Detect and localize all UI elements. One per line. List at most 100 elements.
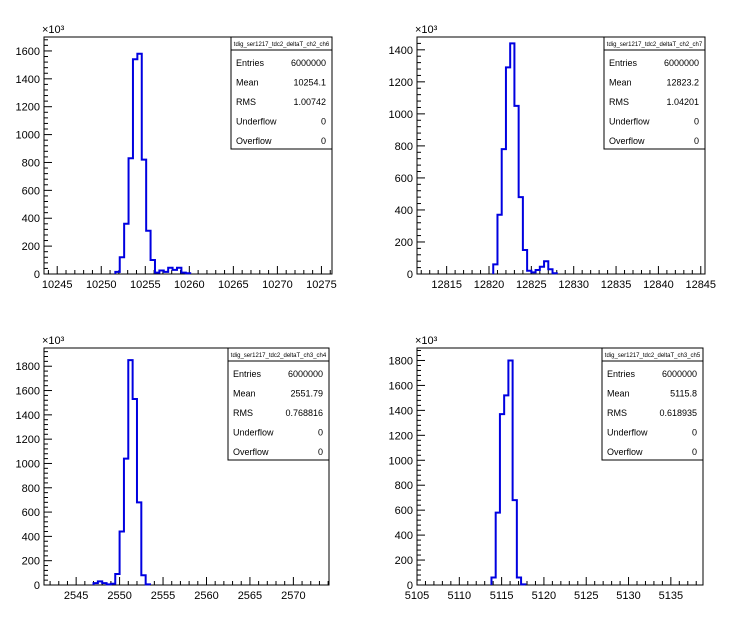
- x-tick-label: 10265: [218, 279, 249, 291]
- stats-value: 0: [694, 117, 699, 127]
- stats-box-frame: [603, 36, 706, 150]
- histogram-outline: [490, 359, 527, 586]
- y-tick-label: 1400: [389, 45, 413, 57]
- y-tick-label: 1000: [16, 130, 40, 142]
- stats-label: Underflow: [607, 428, 648, 438]
- x-tick-label: 2565: [238, 590, 262, 602]
- stats-label: RMS: [233, 408, 253, 418]
- plot-frame: [416, 347, 704, 586]
- stats-label: Underflow: [609, 117, 650, 127]
- x-tick-label: 10250: [86, 279, 117, 291]
- y-tick-label: 600: [22, 185, 40, 197]
- stats-value: 0: [692, 447, 697, 457]
- y-tick-label: 1200: [389, 430, 413, 442]
- x-tick-label: 12815: [431, 279, 462, 291]
- histogram-outline: [492, 42, 558, 275]
- stats-label: Mean: [236, 78, 259, 88]
- stats-box-frame: [227, 347, 330, 461]
- x-tick-label: 2545: [64, 590, 88, 602]
- stats-label: Overflow: [609, 136, 645, 146]
- y-tick-label: 600: [22, 507, 40, 519]
- axis-multiplier-label: ×10³: [415, 24, 438, 36]
- x-tick-label: 12825: [516, 279, 547, 291]
- y-tick-label: 200: [395, 237, 413, 249]
- histogram-panel-2: 0 200 400 600 800 1000 1200 1400 12815 12820 12825…: [389, 24, 717, 291]
- stats-box-title: tdig_ser1217_tdc2_deltaT_ch3_ch4: [231, 353, 327, 359]
- stats-value: 6000000: [664, 58, 699, 68]
- stats-value: 0: [318, 428, 323, 438]
- histogram-panel-4: 0 200 400 600 800 1000 1200 1400 1600 1800 5105 511…: [389, 335, 704, 602]
- stats-box-title: tdig_ser1217_tdc2_deltaT_ch3_ch5: [605, 353, 701, 359]
- stats-label: Entries: [609, 58, 638, 68]
- y-tick-label: 800: [395, 480, 413, 492]
- y-tick-label: 200: [22, 241, 40, 253]
- y-tick-label: 0: [34, 580, 40, 592]
- stats-value: 6000000: [291, 58, 326, 68]
- y-tick-label: 1200: [16, 434, 40, 446]
- stats-value: 0: [694, 136, 699, 146]
- y-tick-label: 1600: [16, 46, 40, 58]
- x-tick-label: 10275: [306, 279, 337, 291]
- stats-label: RMS: [236, 97, 256, 107]
- y-tick-label: 1600: [389, 380, 413, 392]
- y-tick-label: 1200: [16, 102, 40, 114]
- axis-multiplier-label: ×10³: [415, 335, 438, 347]
- x-tick-label: 5130: [616, 590, 640, 602]
- y-tick-label: 800: [22, 157, 40, 169]
- stats-value: 12823.2: [666, 78, 699, 88]
- stats-label: Entries: [607, 369, 636, 379]
- stats-label: RMS: [609, 97, 629, 107]
- stats-label: Underflow: [236, 117, 277, 127]
- y-tick-label: 1000: [389, 109, 413, 121]
- x-tick-label: 2560: [194, 590, 218, 602]
- y-tick-label: 1400: [389, 405, 413, 417]
- y-tick-label: 400: [395, 530, 413, 542]
- x-tick-label: 5105: [405, 590, 429, 602]
- stats-box-title: tdig_ser1217_tdc2_deltaT_ch2_ch6: [234, 42, 330, 48]
- stats-label: Overflow: [233, 447, 269, 457]
- histogram-panel-1: 0 200 400 600 800 1000 1200 1400 1600 10245 10250 1…: [16, 24, 337, 291]
- x-tick-label: 12845: [685, 279, 716, 291]
- x-tick-label: 12840: [643, 279, 674, 291]
- x-tick-label: 10245: [42, 279, 73, 291]
- stats-value: 0: [321, 136, 326, 146]
- histogram-panel-3: 0 200 400 600 800 1000 1200 1400 1600 1800 2545 255…: [16, 335, 330, 602]
- y-tick-label: 0: [407, 269, 413, 281]
- x-tick-label: 5115: [490, 590, 514, 602]
- axis-multiplier-label: ×10³: [42, 24, 65, 36]
- y-tick-label: 0: [407, 580, 413, 592]
- stats-value: 1.00742: [293, 97, 326, 107]
- axis-multiplier-label: ×10³: [42, 335, 65, 347]
- histogram-bin: [504, 395, 508, 585]
- stats-value: 0.618935: [659, 408, 697, 418]
- stats-value: 2551.79: [290, 389, 323, 399]
- y-tick-label: 1400: [16, 410, 40, 422]
- y-tick-label: 1000: [16, 458, 40, 470]
- x-tick-label: 5125: [574, 590, 598, 602]
- stats-label: RMS: [607, 408, 627, 418]
- y-tick-label: 1200: [389, 77, 413, 89]
- y-tick-label: 1800: [389, 355, 413, 367]
- stats-box-frame: [230, 36, 333, 150]
- x-tick-label: 2570: [281, 590, 305, 602]
- y-tick-label: 400: [22, 531, 40, 543]
- x-tick-label: 5120: [532, 590, 556, 602]
- stats-value: 6000000: [662, 369, 697, 379]
- y-tick-label: 600: [395, 173, 413, 185]
- stats-label: Entries: [233, 369, 262, 379]
- stats-label: Entries: [236, 58, 265, 68]
- y-tick-label: 1400: [16, 74, 40, 86]
- x-tick-label: 5110: [447, 590, 471, 602]
- x-tick-label: 12835: [601, 279, 632, 291]
- y-tick-label: 1000: [389, 455, 413, 467]
- y-tick-label: 0: [34, 269, 40, 281]
- x-tick-label: 5135: [659, 590, 683, 602]
- stats-value: 10254.1: [293, 78, 326, 88]
- stats-label: Underflow: [233, 428, 274, 438]
- x-tick-label: 10270: [262, 279, 293, 291]
- histogram-outline: [114, 52, 192, 275]
- stats-box-title: tdig_ser1217_tdc2_deltaT_ch2_ch7: [607, 42, 703, 48]
- x-tick-label: 2555: [151, 590, 175, 602]
- histogram-outline: [92, 359, 152, 586]
